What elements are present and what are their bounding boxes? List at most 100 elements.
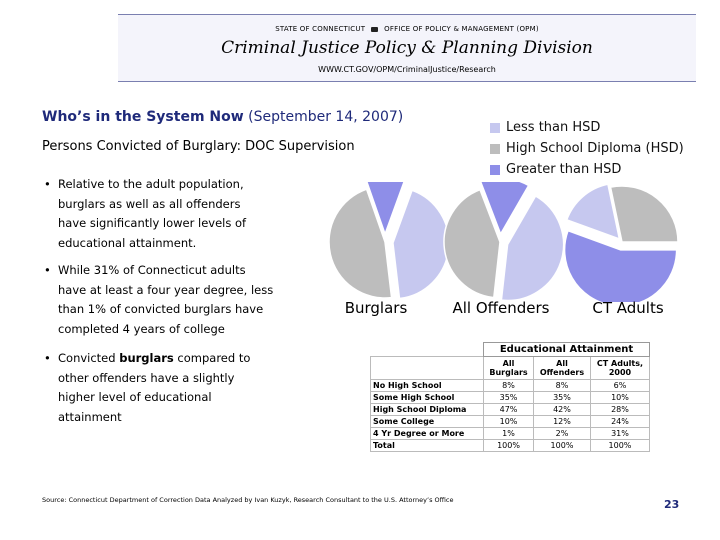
table-cell: 2% — [533, 427, 591, 440]
legend-swatch — [490, 165, 500, 175]
title-date: (September 14, 2007) — [248, 109, 404, 125]
bullet-line: than 1% of convicted burglars have — [58, 302, 264, 316]
table-cell: 42% — [533, 403, 591, 416]
table-row: Total 100% 100% 100% — [370, 439, 651, 452]
data-table: Educational Attainment All Burglars All Of… — [370, 342, 651, 452]
legend-swatch — [490, 144, 500, 154]
row-label: 4 Yr Degree or More — [370, 427, 484, 440]
legend-item: High School Diploma (HSD) — [490, 140, 684, 161]
bullet-text-suffix: compared to — [173, 351, 251, 365]
educational-attainment-table: Educational Attainment All Burglars All Of… — [370, 342, 651, 452]
legend-label: Less than HSD — [506, 120, 601, 135]
table-row: High School Diploma 47% 42% 28% — [370, 403, 651, 416]
bullet-2-text: While 31% of Connecticut adults have at … — [58, 261, 314, 339]
bullet-dot-icon: • — [44, 351, 51, 365]
bullet-dot-icon: • — [44, 263, 51, 277]
table-cell: 28% — [589, 403, 651, 416]
table-cell: 1% — [482, 427, 535, 440]
source-note: Source: Connecticut Department of Correc… — [42, 496, 454, 504]
row-label: Total — [370, 439, 484, 452]
table-cell: 6% — [589, 379, 651, 392]
table-row: Some High School 35% 35% 10% — [370, 391, 651, 404]
bullet-line: completed 4 years of college — [58, 321, 225, 336]
pie-slice — [609, 185, 679, 243]
row-label: Some High School — [370, 391, 484, 404]
pie-label-burglars: Burglars — [344, 299, 408, 317]
bullet-text-bold: burglars — [119, 351, 174, 365]
division-title: Criminal Justice Policy & Planning Divis… — [221, 38, 593, 58]
pie-slice — [563, 229, 678, 302]
pie-label-ct-adults: CT Adults — [592, 299, 664, 317]
table-row: 4 Yr Degree or More 1% 2% 31% — [370, 427, 651, 440]
page-number: 23 — [664, 498, 680, 511]
bullet-2: • While 31% of Connecticut adults have a… — [44, 261, 314, 339]
legend-swatch — [490, 123, 500, 133]
bullet-line: higher level of educational — [58, 390, 212, 404]
table-cell: 12% — [533, 415, 591, 428]
bullet-1: • Relative to the adult population, burg… — [44, 175, 314, 253]
table-corner — [370, 356, 484, 380]
bullet-dot-icon: • — [44, 177, 51, 191]
pie-slice — [500, 194, 565, 302]
page-title: Who’s in the System Now (September 14, 2… — [42, 109, 403, 125]
table-row: No High School 8% 8% 6% — [370, 379, 651, 392]
title-bold: Who’s in the System Now — [42, 109, 244, 125]
table-cell: 8% — [533, 379, 591, 392]
table-corner — [371, 343, 484, 357]
table-cell: 35% — [482, 391, 535, 404]
pie-slice — [328, 188, 393, 299]
pie-slice — [392, 189, 450, 300]
bullet-line: other offenders have a slightly — [58, 370, 235, 385]
row-label: High School Diploma — [370, 403, 484, 416]
row-label: Some College — [370, 415, 484, 428]
bullet-line: Relative to the adult population, — [58, 177, 244, 191]
bullet-3-text: Convicted burglars compared to other off… — [58, 349, 314, 427]
bullet-1-text: Relative to the adult population, burgla… — [58, 175, 314, 253]
table-cell: 8% — [482, 379, 535, 392]
chart-legend: Less than HSD High School Diploma (HSD) … — [490, 119, 684, 182]
pie-slice — [565, 183, 621, 241]
research-url: WWW.CT.GOV/OPM/CriminalJustice/Research — [318, 65, 496, 74]
bullet-line: have at least a four year degree, less — [58, 282, 274, 297]
legend-label: Greater than HSD — [506, 162, 622, 177]
legend-item: Less than HSD — [490, 119, 684, 140]
table-cell: 100% — [589, 439, 651, 452]
table-caption-row: Educational Attainment — [371, 342, 650, 357]
agency-right: OFFICE OF POLICY & MANAGEMENT (OPM) — [384, 25, 539, 33]
table-cell: 35% — [533, 391, 591, 404]
pie-1 — [443, 182, 565, 302]
agency-left: STATE OF CONNECTICUT — [275, 25, 366, 33]
header-band: STATE OF CONNECTICUT OFFICE OF POLICY & M… — [118, 14, 696, 82]
pie-slice — [479, 182, 530, 236]
row-label: No High School — [370, 379, 484, 392]
table-cell: 31% — [589, 427, 651, 440]
bullet-line: While 31% of Connecticut adults — [58, 263, 246, 277]
table-cell: 100% — [533, 439, 591, 452]
bullet-line: burglars as well as all offenders — [58, 196, 241, 211]
pie-slice — [443, 188, 501, 299]
table-header-row: All Burglars All Offenders CT Adults, 2000 — [370, 356, 651, 380]
column-header: CT Adults, 2000 — [589, 356, 651, 380]
table-row: Some College 10% 12% 24% — [370, 415, 651, 428]
bullet-line: attainment — [58, 409, 122, 424]
bullet-line: educational attainment. — [58, 235, 197, 250]
legend-item: Greater than HSD — [490, 161, 684, 182]
bullet-line: have significantly lower levels of — [58, 216, 247, 230]
pie-charts — [328, 182, 679, 302]
table-cell: 10% — [589, 391, 651, 404]
table-cell: 47% — [482, 403, 535, 416]
table-cell: 24% — [589, 415, 651, 428]
agency-line: STATE OF CONNECTICUT OFFICE OF POLICY & M… — [118, 25, 696, 33]
pie-slice — [366, 182, 405, 237]
pie-2 — [563, 183, 679, 302]
pie-label-all-offenders: All Offenders — [452, 299, 550, 317]
table-cell: 10% — [482, 415, 535, 428]
separator-icon — [371, 26, 379, 32]
table-cell: 100% — [482, 439, 535, 452]
bullet-text-prefix: Convicted — [58, 351, 120, 365]
bullet-3: • Convicted burglars compared to other o… — [44, 349, 314, 427]
column-header: All Offenders — [533, 356, 591, 380]
legend-label: High School Diploma (HSD) — [506, 141, 684, 156]
column-header: All Burglars — [482, 356, 535, 380]
pie-0 — [328, 182, 450, 300]
